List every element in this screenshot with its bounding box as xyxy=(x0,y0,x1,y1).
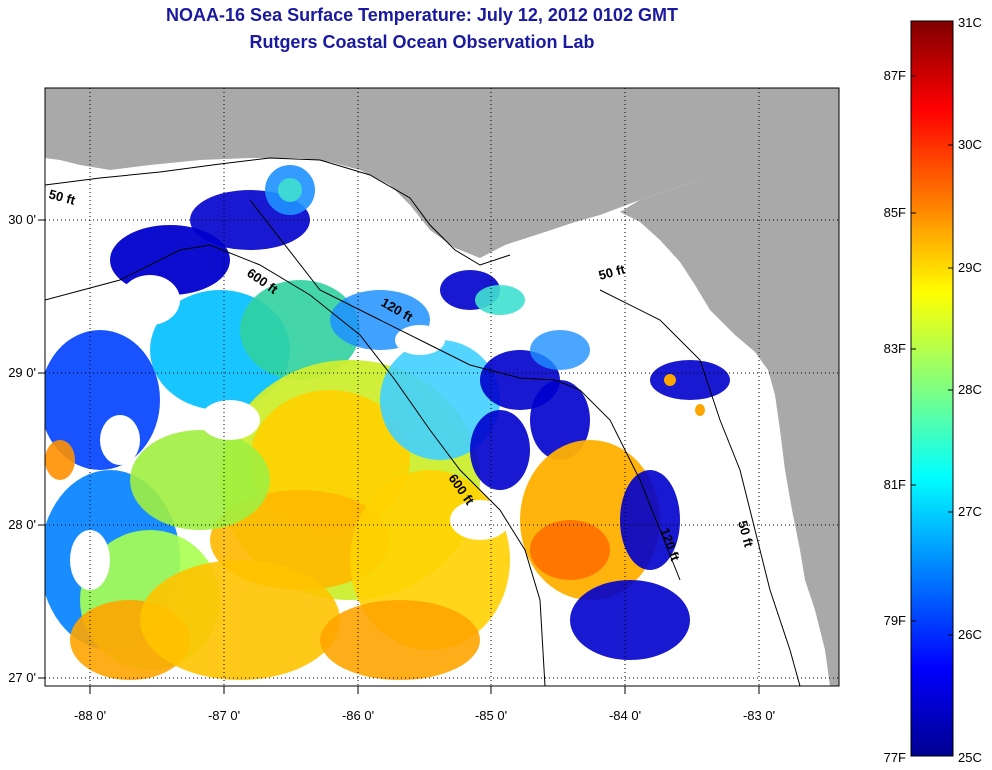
colorbar-c-label: 26C xyxy=(958,627,982,642)
isobath-label: 50 ft xyxy=(735,519,757,549)
colorbar-f-label: 83F xyxy=(884,341,906,356)
colorbar-c-label: 29C xyxy=(958,260,982,275)
map-subtitle: Rutgers Coastal Ocean Observation Lab xyxy=(249,32,595,52)
isobath-50ft-west xyxy=(45,157,511,266)
map-title: NOAA-16 Sea Surface Temperature: July 12… xyxy=(166,5,678,25)
colorbar-c-label: 28C xyxy=(958,382,982,397)
colorbar-c-label: 31C xyxy=(958,15,982,30)
lat-tick-label: 30 0' xyxy=(8,212,36,227)
isobath-label: 50 ft xyxy=(597,261,627,283)
lon-tick-label: -85 0' xyxy=(475,708,507,723)
map-border xyxy=(44,87,840,687)
colorbar-c-label: 30C xyxy=(958,137,982,152)
isobath-120ft xyxy=(249,199,681,581)
colorbar-f-label: 85F xyxy=(884,205,906,220)
colorbar-f-label: 77F xyxy=(884,750,906,765)
land-panhandle xyxy=(45,88,839,258)
isobath-label: 50 ft xyxy=(47,186,77,208)
isobath-50ft-east xyxy=(599,289,801,686)
lat-tick-label: 27 0' xyxy=(8,670,36,685)
graticule xyxy=(45,88,839,686)
lon-tick-label: -86 0' xyxy=(342,708,374,723)
isobath-600ft xyxy=(45,244,546,686)
colorbar-c-label: 27C xyxy=(958,504,982,519)
colorbar-f-label: 79F xyxy=(884,613,906,628)
colorbar-c-label: 25C xyxy=(958,750,982,765)
sst-field xyxy=(45,165,730,680)
lon-tick-label: -83 0' xyxy=(743,708,775,723)
lon-tick-label: -84 0' xyxy=(609,708,641,723)
lon-tick-label: -88 0' xyxy=(74,708,106,723)
colorbar-f-label: 81F xyxy=(884,477,906,492)
lat-tick-label: 29 0' xyxy=(8,365,36,380)
colorbar xyxy=(910,20,954,757)
lat-tick-label: 28 0' xyxy=(8,517,36,532)
land-peninsula xyxy=(620,180,839,686)
colorbar-f-label: 87F xyxy=(884,68,906,83)
lon-tick-label: -87 0' xyxy=(208,708,240,723)
